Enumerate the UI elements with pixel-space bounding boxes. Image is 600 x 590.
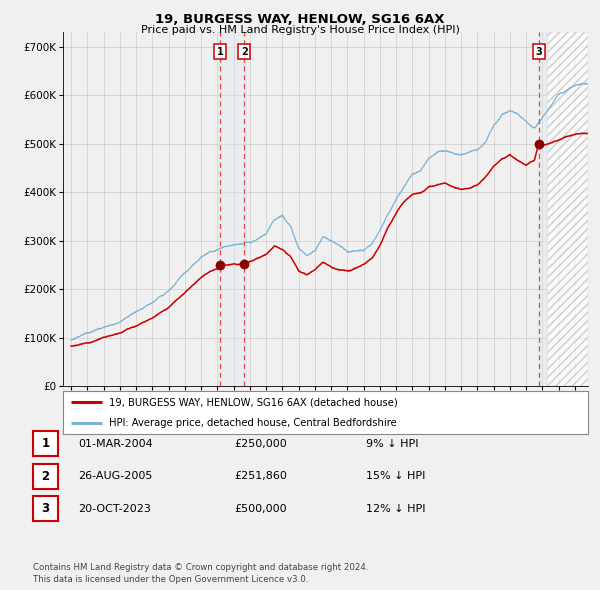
Text: 19, BURGESS WAY, HENLOW, SG16 6AX (detached house): 19, BURGESS WAY, HENLOW, SG16 6AX (detac…	[109, 397, 398, 407]
Bar	[538, 32, 547, 386]
Text: 20-OCT-2023: 20-OCT-2023	[78, 504, 151, 513]
Text: 2: 2	[41, 470, 50, 483]
Text: 3: 3	[536, 47, 542, 57]
Text: Price paid vs. HM Land Registry's House Price Index (HPI): Price paid vs. HM Land Registry's House …	[140, 25, 460, 35]
Text: 26-AUG-2005: 26-AUG-2005	[78, 471, 152, 481]
Text: 15% ↓ HPI: 15% ↓ HPI	[366, 471, 425, 481]
Text: £251,860: £251,860	[234, 471, 287, 481]
Text: 01-MAR-2004: 01-MAR-2004	[78, 439, 153, 448]
Text: 1: 1	[41, 437, 50, 450]
Text: 9% ↓ HPI: 9% ↓ HPI	[366, 439, 419, 448]
Text: 12% ↓ HPI: 12% ↓ HPI	[366, 504, 425, 513]
Text: 19, BURGESS WAY, HENLOW, SG16 6AX: 19, BURGESS WAY, HENLOW, SG16 6AX	[155, 13, 445, 26]
Text: 3: 3	[41, 502, 50, 515]
Text: £250,000: £250,000	[234, 439, 287, 448]
Bar	[218, 32, 247, 386]
Text: HPI: Average price, detached house, Central Bedfordshire: HPI: Average price, detached house, Cent…	[109, 418, 397, 428]
Text: 2: 2	[241, 47, 248, 57]
Text: 1: 1	[217, 47, 224, 57]
Text: £500,000: £500,000	[234, 504, 287, 513]
Text: Contains HM Land Registry data © Crown copyright and database right 2024.
This d: Contains HM Land Registry data © Crown c…	[33, 563, 368, 584]
